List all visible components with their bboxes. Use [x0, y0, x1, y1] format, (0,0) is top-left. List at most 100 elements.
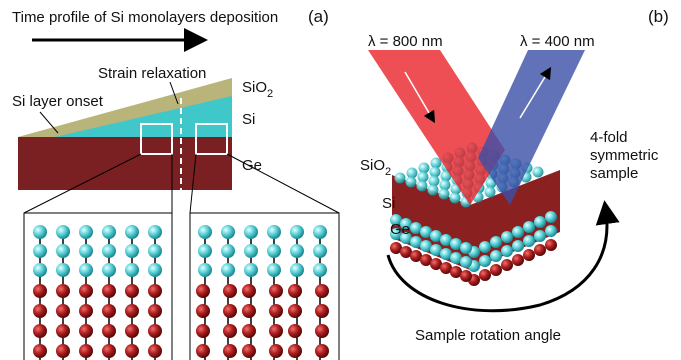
layer-label: Ge [390, 221, 410, 238]
atom [125, 344, 139, 358]
atom [545, 239, 557, 251]
atom [56, 304, 70, 318]
atom [479, 269, 491, 281]
atom [223, 344, 237, 358]
atom [102, 304, 116, 318]
atom [33, 304, 47, 318]
atom [267, 263, 281, 277]
layer-label: SiO2 [360, 157, 391, 178]
onset-label: Si layer onset [12, 93, 104, 110]
atom [79, 284, 93, 298]
atom [534, 230, 546, 242]
atom [501, 231, 513, 243]
atom [242, 284, 256, 298]
strain-label: Strain relaxation [98, 65, 206, 82]
atom [533, 167, 544, 178]
atom [79, 225, 93, 239]
atom [315, 284, 329, 298]
atom [534, 244, 546, 256]
layer-label: Si [242, 111, 255, 128]
atom [196, 324, 210, 338]
atom [490, 236, 502, 248]
atom [288, 284, 302, 298]
atom [102, 263, 116, 277]
atom [313, 263, 327, 277]
atom [33, 284, 47, 298]
atom [125, 284, 139, 298]
atom [315, 324, 329, 338]
atom [490, 264, 502, 276]
atom [148, 244, 162, 258]
atom [313, 225, 327, 239]
atom [269, 344, 283, 358]
atom [148, 324, 162, 338]
atom [221, 263, 235, 277]
atom [198, 225, 212, 239]
atom [196, 304, 210, 318]
atom [267, 225, 281, 239]
atom [428, 185, 439, 196]
atom [244, 225, 258, 239]
layer-label: SiO2 [242, 79, 273, 100]
atom [244, 263, 258, 277]
atom [501, 259, 513, 271]
atom [125, 324, 139, 338]
atom [460, 256, 472, 268]
atom [196, 344, 210, 358]
atom [56, 263, 70, 277]
ge-layer [18, 137, 232, 190]
panel-b: (b) λ = 800 nm λ = 400 nm 4-fold symmetr… [360, 7, 669, 344]
atom [290, 225, 304, 239]
atom [79, 244, 93, 258]
beam-label: λ = 800 nm [368, 33, 443, 50]
atom [244, 244, 258, 258]
sample-label: symmetric [590, 147, 659, 164]
atom [242, 304, 256, 318]
atom [242, 324, 256, 338]
atoms [33, 225, 329, 360]
panel-a: Time profile of Si monolayers deposition… [12, 7, 339, 360]
atom [56, 284, 70, 298]
atom [313, 244, 327, 258]
atom [545, 225, 557, 237]
atom [512, 254, 524, 266]
atom [223, 284, 237, 298]
atom [512, 240, 524, 252]
atom [125, 263, 139, 277]
atom [269, 304, 283, 318]
atom [406, 177, 417, 188]
beam-label: λ = 400 nm [520, 33, 595, 50]
atom [79, 263, 93, 277]
atom [479, 255, 491, 267]
atom [315, 344, 329, 358]
atom [288, 344, 302, 358]
atom [125, 304, 139, 318]
panel-label: (a) [308, 7, 329, 26]
atom [223, 324, 237, 338]
atom [148, 344, 162, 358]
atom [288, 304, 302, 318]
atom [102, 324, 116, 338]
atom [221, 244, 235, 258]
atom [56, 244, 70, 258]
atom [460, 270, 472, 282]
layer-label: Ge [242, 157, 262, 174]
atom [33, 244, 47, 258]
atom [102, 284, 116, 298]
atom [102, 244, 116, 258]
atom [56, 225, 70, 239]
atom [512, 226, 524, 238]
atom [198, 244, 212, 258]
panel-label: (b) [648, 7, 669, 26]
atom [148, 284, 162, 298]
atom [221, 225, 235, 239]
atom [545, 211, 557, 223]
atom [269, 284, 283, 298]
atom [33, 344, 47, 358]
atom [33, 225, 47, 239]
atom [102, 225, 116, 239]
atom [148, 263, 162, 277]
atom [198, 263, 212, 277]
sample-label: 4-fold [590, 129, 628, 146]
atom [125, 244, 139, 258]
